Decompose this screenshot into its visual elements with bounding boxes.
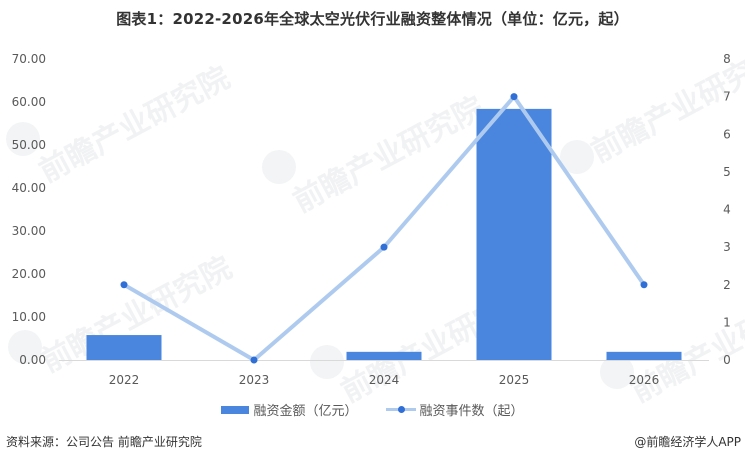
credit-note: @前瞻经济学人APP xyxy=(634,435,741,449)
x-tick-label: 2023 xyxy=(239,373,270,387)
right-tick-label: 1 xyxy=(723,315,731,329)
watermark-logo-icon xyxy=(310,345,344,379)
right-tick-label: 6 xyxy=(723,127,731,141)
right-tick-label: 5 xyxy=(723,165,731,179)
line-point-2024 xyxy=(380,243,388,251)
bar-2025 xyxy=(476,108,552,360)
line-point-2025 xyxy=(510,93,518,101)
legend-item-line: 融资事件数（起） xyxy=(385,400,524,419)
watermark-logo-icon xyxy=(262,150,296,184)
line-point-2022 xyxy=(120,281,128,289)
left-tick-label: 50.00 xyxy=(12,138,46,152)
left-tick-label: 20.00 xyxy=(12,267,46,281)
bar-2024 xyxy=(346,351,422,360)
right-tick-label: 4 xyxy=(723,203,731,217)
watermark-logo-icon xyxy=(8,330,42,364)
bar-2022 xyxy=(86,335,162,360)
bar-swatch-icon xyxy=(221,405,250,414)
right-tick-label: 0 xyxy=(723,353,731,367)
legend-line-label: 融资事件数（起） xyxy=(419,404,524,419)
left-tick-label: 30.00 xyxy=(12,224,46,238)
legend-item-bar: 融资金额（亿元） xyxy=(221,400,358,419)
x-axis-labels: 2022 2023 2024 2025 2026 xyxy=(109,373,660,387)
legend-bar-label: 融资金额（亿元） xyxy=(253,404,358,419)
left-tick-label: 40.00 xyxy=(12,181,46,195)
right-tick-label: 3 xyxy=(723,240,731,254)
line-path xyxy=(122,94,646,362)
watermark-logo-icon xyxy=(6,122,40,156)
left-y-axis: 0.00 10.00 20.00 30.00 40.00 50.00 60.00 70.00 xyxy=(12,52,46,367)
right-y-axis: 0 1 2 3 4 5 6 7 8 xyxy=(723,52,731,367)
right-tick-label: 2 xyxy=(723,278,731,292)
line-point-2023 xyxy=(250,356,258,364)
bar-series xyxy=(86,108,682,360)
left-tick-label: 70.00 xyxy=(12,52,46,66)
bar-2026 xyxy=(606,351,682,360)
x-tick-label: 2022 xyxy=(109,373,140,387)
source-note: 资料来源：公司公告 前瞻产业研究院 xyxy=(6,435,202,449)
right-tick-label: 8 xyxy=(723,52,731,66)
line-point-2026 xyxy=(640,281,648,289)
x-tick-label: 2025 xyxy=(499,373,530,387)
x-tick-label: 2026 xyxy=(629,373,660,387)
chart-title: 图表1：2022-2026年全球太空光伏行业融资整体情况（单位：亿元，起） xyxy=(116,10,629,28)
left-tick-label: 10.00 xyxy=(12,310,46,324)
right-tick-label: 7 xyxy=(723,90,731,104)
legend: 融资金额（亿元） 融资事件数（起） xyxy=(0,400,745,419)
x-tick-label: 2024 xyxy=(369,373,400,387)
line-marker-swatch-icon xyxy=(385,406,416,413)
left-tick-label: 60.00 xyxy=(12,95,46,109)
left-tick-label: 0.00 xyxy=(19,353,46,367)
line-series xyxy=(120,93,648,364)
